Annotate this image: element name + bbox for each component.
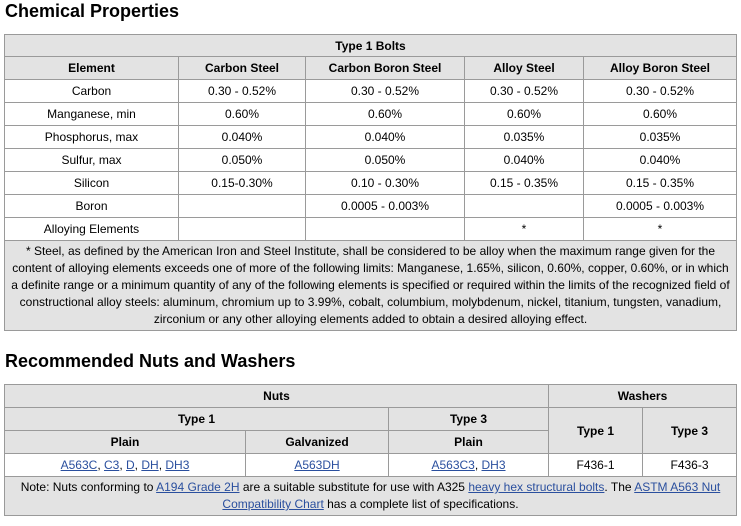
table-cell: Carbon [4,79,179,103]
note-text: Note: Nuts conforming to [20,480,157,494]
link-c3[interactable]: C3 [103,458,120,472]
table-cell: 0.30 - 0.52% [464,79,584,103]
washers-type1-header: Type 1 [548,407,643,454]
plain-type1-header: Plain [4,430,246,454]
table-cell: Alloying Elements [4,217,179,241]
washer-type3-cell: F436-3 [642,453,737,477]
link-a194-grade-2h[interactable]: A194 Grade 2H [156,480,240,494]
table-row: Phosphorus, max 0.040% 0.040% 0.035% 0.0… [4,125,737,149]
table-cell: Manganese, min [4,102,179,126]
table-cell: Phosphorus, max [4,125,179,149]
link-dh3-type3[interactable]: DH3 [481,458,506,472]
link-dh3[interactable]: DH3 [165,458,190,472]
note-text: are a suitable substitute for use with A… [239,480,469,494]
washer-type1-cell: F436-1 [548,453,643,477]
link-nut-compatibility-chart[interactable]: ASTM A563 Nut Compatibility Chart [222,480,721,511]
column-header: Alloy Steel [464,56,584,80]
table-cell: 0.15 - 0.35% [583,171,737,195]
table-cell: Silicon [4,171,179,195]
table-cell [178,217,306,241]
chemical-properties-table: Type 1 Bolts Element Carbon Steel Carbon… [4,34,737,331]
table-cell: Boron [4,194,179,218]
table-cell: 0.040% [305,125,465,149]
washers-group-header: Washers [548,384,737,408]
table-cell: 0.0005 - 0.003% [583,194,737,218]
separator: , [474,458,482,472]
nuts-washers-table: Nuts Washers Type 1 Type 3 Type 1 Type 3… [4,384,737,516]
table-cell: 0.15 - 0.35% [464,171,584,195]
nuts-washers-heading: Recommended Nuts and Washers [5,351,296,371]
table-cell: 0.035% [583,125,737,149]
table-cell: 0.30 - 0.52% [583,79,737,103]
table-header-row: Element Carbon Steel Carbon Boron Steel … [4,56,737,80]
link-a563c[interactable]: A563C [60,458,98,472]
link-dh[interactable]: DH [141,458,159,472]
table-cell: 0.30 - 0.52% [178,79,306,103]
table-cell: * [583,217,737,241]
nuts-note: Note: Nuts conforming to A194 Grade 2H a… [4,476,737,516]
table-cell: 0.040% [464,148,584,172]
table-cell: 0.035% [464,125,584,149]
table-cell: 0.050% [305,148,465,172]
table-cell: 0.040% [178,125,306,149]
table-cell: 0.30 - 0.52% [305,79,465,103]
washers-type3-header: Type 3 [642,407,737,454]
plain-type3-header: Plain [388,430,549,454]
separator: , [97,458,104,472]
note-text: . The [604,480,635,494]
link-d[interactable]: D [126,458,135,472]
table-cell [305,217,465,241]
column-header: Element [4,56,179,80]
chemical-properties-heading: Chemical Properties [5,1,180,21]
table-cell: 0.15-0.30% [178,171,306,195]
table-cell: 0.0005 - 0.003% [305,194,465,218]
column-header: Carbon Steel [178,56,306,80]
nuts-type1-plain-cell: A563C, C3, D, DH, DH3 [4,453,246,477]
nuts-group-header: Nuts [4,384,549,408]
separator: , [158,458,166,472]
separator: , [134,458,142,472]
nuts-type3-header: Type 3 [388,407,549,431]
table-cell: 0.60% [305,102,465,126]
nuts-type1-header: Type 1 [4,407,389,431]
table-cell [464,194,584,218]
note-text: has a complete list of specifications. [323,497,519,511]
table-cell: Sulfur, max [4,148,179,172]
table-caption: Type 1 Bolts [4,34,737,57]
table-cell: 0.60% [464,102,584,126]
table-cell: 0.10 - 0.30% [305,171,465,195]
table-cell: 0.040% [583,148,737,172]
table-row: Boron 0.0005 - 0.003% 0.0005 - 0.003% [4,194,737,218]
table-cell: 0.60% [583,102,737,126]
table-cell: * [464,217,584,241]
table-cell [178,194,306,218]
alloy-footnote: * Steel, as defined by the American Iron… [4,240,737,331]
table-row: Alloying Elements * * [4,217,737,241]
table-cell: 0.60% [178,102,306,126]
table-row: A563C, C3, D, DH, DH3 A563DH A563C3, DH3… [4,453,737,477]
table-row: Carbon 0.30 - 0.52% 0.30 - 0.52% 0.30 - … [4,79,737,103]
galvanized-header: Galvanized [245,430,389,454]
link-a563dh[interactable]: A563DH [294,458,340,472]
table-cell: 0.050% [178,148,306,172]
table-row: Manganese, min 0.60% 0.60% 0.60% 0.60% [4,102,737,126]
table-row: Silicon 0.15-0.30% 0.10 - 0.30% 0.15 - 0… [4,171,737,195]
table-row: Sulfur, max 0.050% 0.050% 0.040% 0.040% [4,148,737,172]
nuts-type1-galvanized-cell: A563DH [245,453,389,477]
nuts-type3-plain-cell: A563C3, DH3 [388,453,549,477]
link-heavy-hex-structural-bolts[interactable]: heavy hex structural bolts [468,480,605,494]
column-header: Carbon Boron Steel [305,56,465,80]
separator: , [119,458,126,472]
column-header: Alloy Boron Steel [583,56,737,80]
link-a563c3[interactable]: A563C3 [431,458,475,472]
